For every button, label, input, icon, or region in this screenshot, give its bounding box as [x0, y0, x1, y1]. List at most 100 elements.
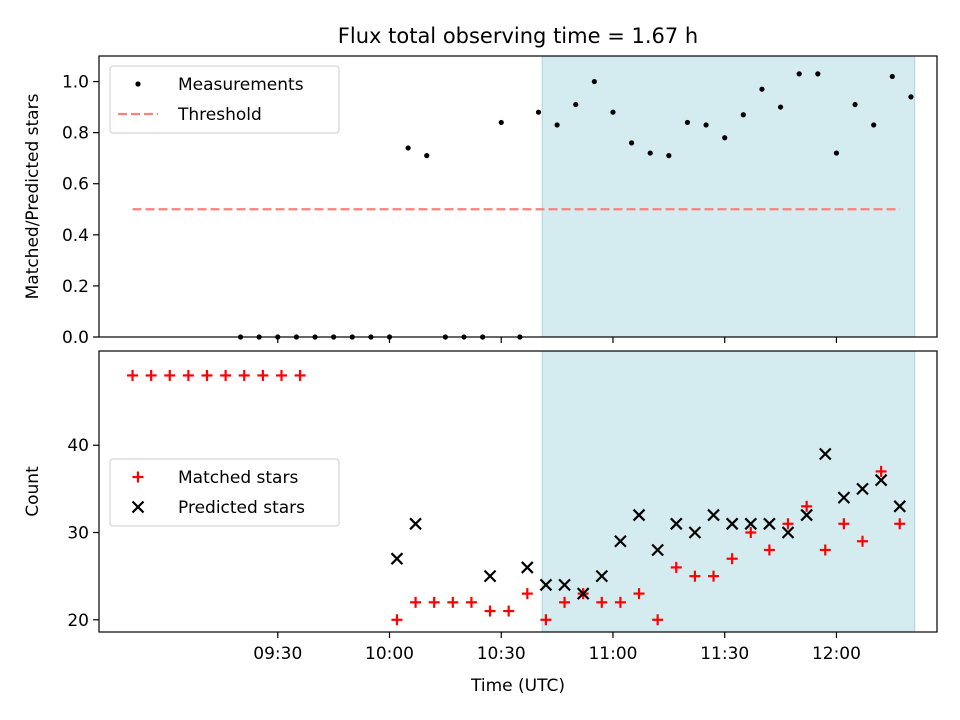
legend-box: [109, 458, 340, 527]
data-point: [535, 109, 542, 115]
data-point: [745, 527, 757, 539]
x-tick-label: 09:30: [253, 644, 302, 664]
data-point: [708, 570, 720, 582]
data-point: [220, 369, 232, 381]
data-point: [201, 369, 213, 381]
legend: Measurements Threshold: [109, 65, 340, 134]
y-axis-label: Matched/Predicted stars: [23, 93, 43, 299]
x-tick-label: 12:00: [812, 644, 861, 664]
axes-frame: [98, 55, 938, 338]
data-point: [893, 500, 907, 513]
data-point: [688, 526, 702, 539]
data-point: [703, 122, 709, 128]
x-tick-label: 11:00: [588, 644, 637, 664]
data-point: [483, 569, 497, 583]
data-point: [908, 94, 914, 100]
data-point: [707, 508, 720, 522]
data-point: [833, 150, 840, 156]
y-tick-label: 0.4: [62, 226, 89, 246]
data-point: [424, 153, 430, 159]
data-point: [689, 570, 701, 582]
data-point: [595, 569, 609, 583]
data-point: [725, 517, 739, 531]
data-point: [740, 112, 746, 118]
data-point: [722, 135, 728, 141]
data-point: [503, 605, 515, 617]
data-point: [647, 150, 653, 156]
data-point: [819, 544, 831, 556]
data-point: [465, 596, 477, 608]
data-point: [614, 596, 626, 608]
data-point: [554, 122, 560, 128]
data-point: [894, 518, 906, 530]
data-point: [409, 517, 422, 531]
legend: Matched stars Predicted stars: [109, 458, 340, 527]
data-point: [410, 596, 422, 608]
data-point: [781, 526, 795, 539]
data-point: [800, 508, 813, 522]
data-point: [498, 119, 504, 126]
data-point: [875, 465, 887, 477]
data-point: [576, 587, 590, 600]
data-point: [726, 553, 738, 565]
data-point: [257, 369, 269, 381]
legend-swatch: [132, 471, 144, 483]
data-point: [596, 596, 608, 608]
data-point: [573, 101, 579, 108]
data-point: [801, 500, 813, 512]
data-point: [763, 517, 776, 531]
data-point: [857, 535, 869, 547]
data-point: [759, 86, 765, 92]
data-point: [889, 73, 895, 80]
data-point: [521, 588, 533, 600]
data-point: [182, 369, 194, 381]
data-point: [874, 473, 888, 487]
legend-label: Measurements: [178, 75, 304, 95]
data-point: [871, 122, 877, 128]
y-tick-label: 0.2: [62, 277, 89, 297]
data-point: [390, 552, 404, 565]
data-point: [744, 517, 758, 531]
data-point: [275, 369, 287, 381]
y-tick-label: 30: [67, 524, 89, 544]
y-tick-label: 0.0: [62, 328, 89, 348]
data-point: [632, 508, 646, 522]
data-point: [837, 491, 851, 504]
data-point: [796, 71, 802, 77]
series-predicted-stars: [390, 447, 907, 600]
data-point: [447, 596, 459, 608]
legend-box: [109, 65, 340, 134]
data-point: [294, 369, 306, 381]
data-point: [521, 561, 534, 574]
top-panel: 0.0 0.2 0.4 0.6 0.8 1.0 Matched/Predicted star…: [23, 55, 938, 348]
legend-label: Threshold: [177, 105, 262, 125]
data-point: [670, 561, 682, 573]
bottom-panel: 09:30 10:00 10:30 11:00 11:30 12:00 20 30 40 Coun…: [23, 350, 938, 664]
x-tick-label: 10:30: [477, 644, 526, 664]
data-point: [127, 369, 139, 381]
data-point: [856, 482, 869, 496]
data-point: [164, 369, 176, 381]
data-point: [652, 614, 664, 626]
data-point: [838, 518, 850, 530]
data-point: [666, 153, 672, 159]
x-axis-label: Time (UTC): [470, 676, 565, 696]
axes-frame: [98, 350, 938, 633]
data-point: [484, 605, 496, 617]
x-tick-label: 11:30: [700, 644, 749, 664]
data-point: [405, 145, 411, 151]
y-tick-label: 40: [67, 436, 89, 456]
legend-swatch: [135, 81, 141, 87]
y-tick-label: 0.6: [62, 175, 89, 195]
y-tick-label: 20: [67, 611, 89, 631]
legend-label: Matched stars: [178, 468, 298, 488]
data-point: [763, 544, 775, 556]
x-tick-label: 10:00: [365, 644, 414, 664]
data-point: [540, 614, 552, 626]
data-point: [782, 518, 794, 530]
data-point: [391, 614, 403, 626]
data-point: [633, 588, 645, 600]
data-point: [428, 596, 440, 608]
data-point: [591, 78, 597, 85]
